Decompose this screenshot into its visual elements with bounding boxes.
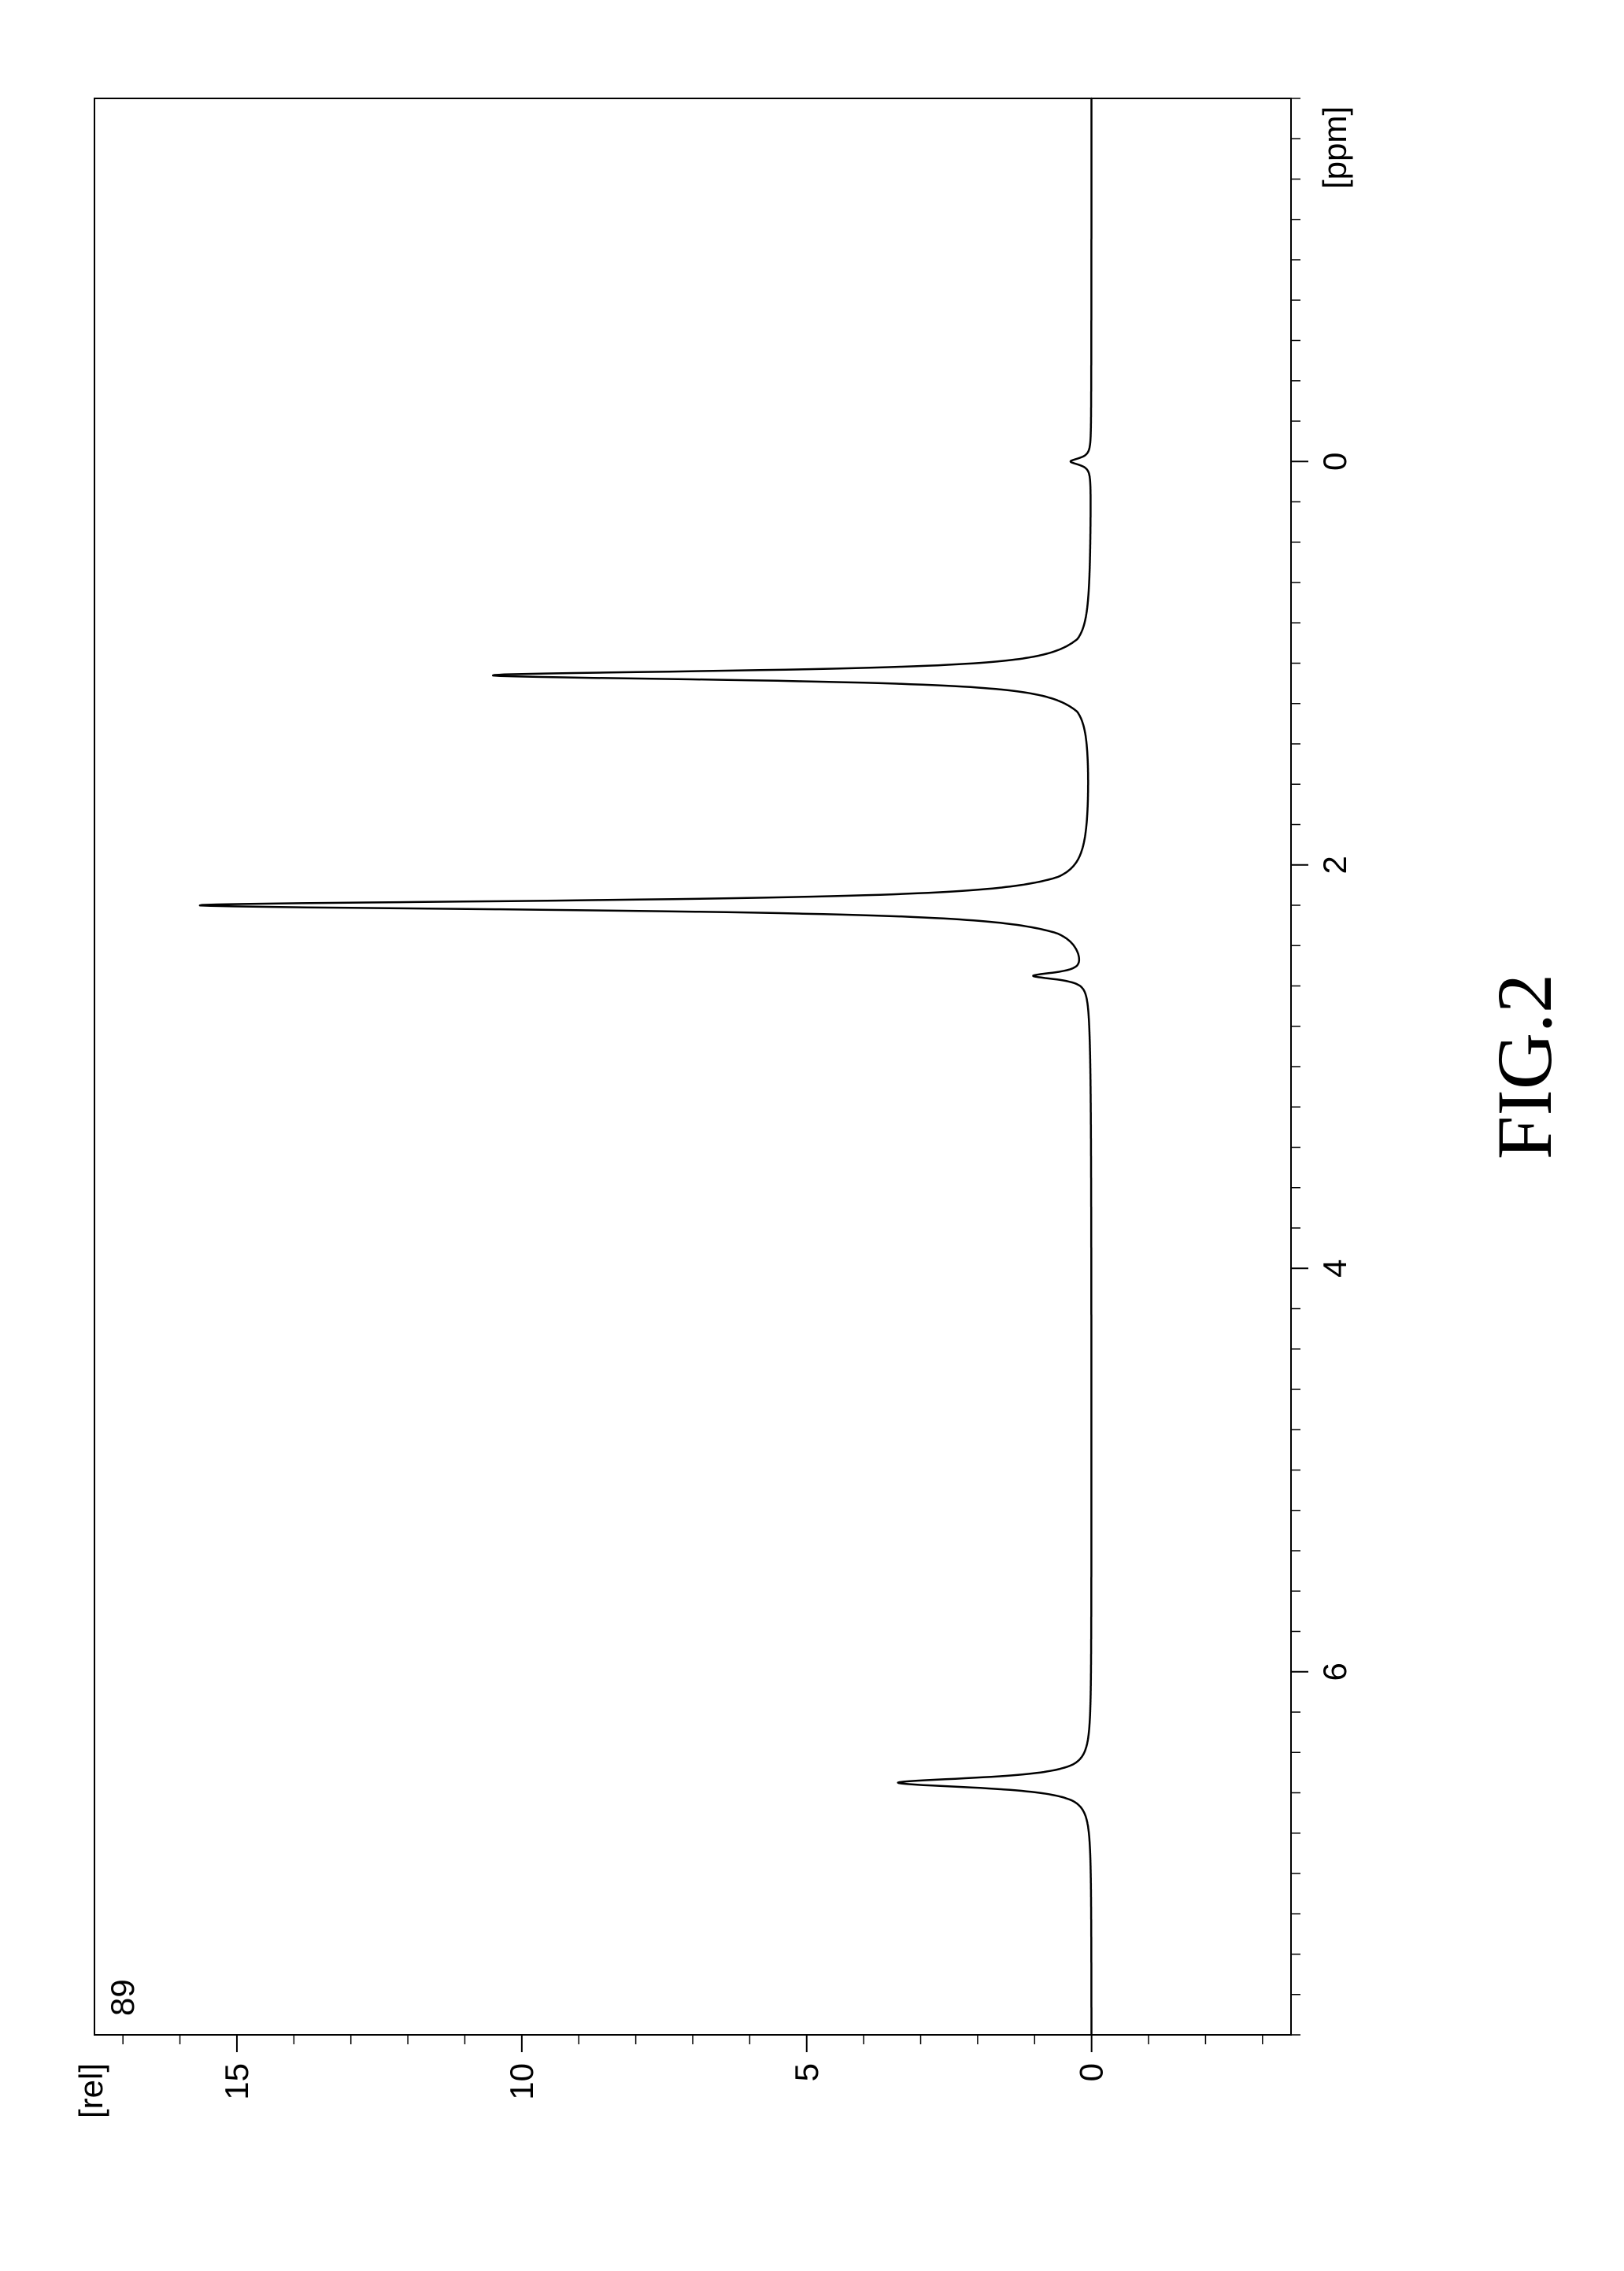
y-tick-label: 5 bbox=[788, 2063, 825, 2081]
x-axis-unit: [ppm] bbox=[1316, 106, 1353, 189]
y-axis-unit: [rel] bbox=[72, 2063, 109, 2118]
figure-label: FIG.2 bbox=[1481, 974, 1568, 1160]
x-tick-label: 2 bbox=[1316, 856, 1353, 874]
x-tick-label: 0 bbox=[1316, 453, 1353, 471]
run-label: 89 bbox=[104, 1979, 141, 2016]
x-tick-label: 6 bbox=[1316, 1663, 1353, 1681]
page: 0 2 4 6 [ppm] 0 5 10 15 [rel] 89 FIG.2 bbox=[0, 0, 1624, 2271]
y-tick-label: 10 bbox=[503, 2063, 540, 2100]
chart-rotated-container: 0 2 4 6 [ppm] 0 5 10 15 [rel] 89 FIG.2 bbox=[0, 0, 1624, 2271]
y-tick-label: 15 bbox=[218, 2063, 255, 2100]
y-tick-label: 0 bbox=[1073, 2063, 1110, 2081]
nmr-spectrum-chart: 0 2 4 6 [ppm] 0 5 10 15 [rel] 89 FIG.2 bbox=[0, 0, 1624, 2271]
plot-frame bbox=[94, 98, 1291, 2035]
x-tick-label: 4 bbox=[1316, 1259, 1353, 1278]
